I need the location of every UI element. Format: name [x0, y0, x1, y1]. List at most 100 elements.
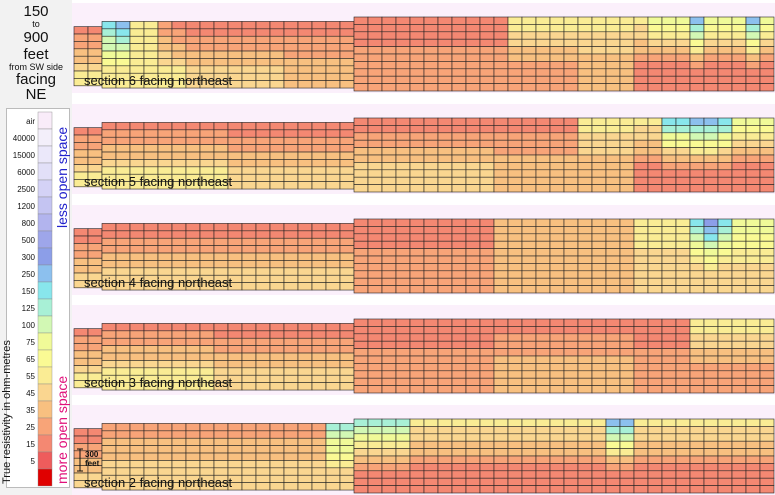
- section-cell: [675, 132, 691, 141]
- section-cell: [381, 176, 397, 185]
- section-cell: [591, 68, 607, 77]
- section-cell: [633, 470, 649, 479]
- section-cell: [689, 363, 705, 372]
- section-cell: [717, 31, 733, 40]
- section-cell: [591, 83, 607, 92]
- section-cell: [143, 43, 159, 52]
- section-cell: [521, 61, 537, 70]
- section-cell: [227, 129, 243, 138]
- section-cell: [703, 455, 719, 464]
- section-cell: [745, 61, 761, 70]
- section-cell: [465, 248, 481, 257]
- section-cell: [633, 377, 649, 386]
- section-cell: [143, 352, 159, 361]
- section-cell: [605, 426, 621, 435]
- section-cell: [675, 426, 691, 435]
- section-cell: [171, 230, 187, 239]
- section-cell: [185, 43, 201, 52]
- section-cell: [563, 455, 579, 464]
- section-cell: [241, 181, 257, 190]
- section-cell: [605, 377, 621, 386]
- section-cell: [563, 426, 579, 435]
- section-cell: [661, 147, 677, 156]
- section-cell: [171, 323, 187, 332]
- section-cell: [171, 237, 187, 246]
- section-cell: [311, 337, 327, 346]
- section-cell: [577, 377, 593, 386]
- section-cell: [633, 263, 649, 272]
- section-cell: [255, 237, 271, 246]
- section-cell: [241, 136, 257, 145]
- section-cell: [437, 176, 453, 185]
- section-cell: [479, 348, 495, 357]
- section-cell: [759, 154, 775, 163]
- section-cell: [521, 24, 537, 33]
- section-cell: [255, 423, 271, 432]
- section-cell: [129, 159, 145, 168]
- section-cell: [563, 233, 579, 242]
- section-cell: [255, 173, 271, 182]
- section-cell: [479, 340, 495, 349]
- section-cell: [451, 75, 467, 84]
- section-cell: [549, 363, 565, 372]
- section-cell: [549, 448, 565, 457]
- section-cell: [689, 326, 705, 335]
- section-cell: [409, 418, 425, 427]
- section-cell: [437, 440, 453, 449]
- section-cell: [689, 83, 705, 92]
- section-cell: [563, 226, 579, 235]
- section-cell: [633, 370, 649, 379]
- section-cell: [311, 237, 327, 246]
- section-cell: [241, 467, 257, 476]
- section-cell: [367, 226, 383, 235]
- section-cell: [423, 370, 439, 379]
- section-cell: [409, 162, 425, 171]
- section-cell: [633, 16, 649, 25]
- section-cell: [381, 326, 397, 335]
- section-cell: [563, 340, 579, 349]
- section-cell: [213, 43, 229, 52]
- section-cell: [647, 125, 663, 134]
- section-cell: [395, 255, 411, 264]
- section-cell: [563, 440, 579, 449]
- section-cell: [759, 377, 775, 386]
- section-cell: [157, 260, 173, 269]
- section-cell: [479, 169, 495, 178]
- section-cell: [717, 285, 733, 294]
- section-cell: [745, 226, 761, 235]
- section-cell: [199, 323, 215, 332]
- section-cell: [577, 418, 593, 427]
- section-cell: [129, 35, 145, 44]
- section-cell: [423, 348, 439, 357]
- section-cell: [227, 423, 243, 432]
- section-cell: [647, 176, 663, 185]
- section-cell: [325, 430, 341, 439]
- section-cell: [353, 61, 369, 70]
- legend-swatch: [37, 417, 53, 436]
- section-cell: [129, 430, 145, 439]
- section-cell: [297, 237, 313, 246]
- section-cell: [549, 433, 565, 442]
- section-cell: [759, 355, 775, 364]
- section-cell: [241, 460, 257, 469]
- section-cell: [745, 318, 761, 327]
- section-cell: [703, 263, 719, 272]
- section-cell: [395, 270, 411, 279]
- section-cell: [381, 455, 397, 464]
- section-cell: [605, 463, 621, 472]
- section-cell: [185, 337, 201, 346]
- section-cell: [493, 485, 509, 494]
- section-cell: [591, 38, 607, 47]
- section-cell: [381, 46, 397, 55]
- section-cell: [619, 154, 635, 163]
- section-cell: [451, 147, 467, 156]
- section-cell: [381, 377, 397, 386]
- section-cell: [479, 154, 495, 163]
- section-cell: [297, 43, 313, 52]
- section-cell: [745, 285, 761, 294]
- section-cell: [745, 169, 761, 178]
- section-cell: [213, 360, 229, 369]
- section-cell: [465, 184, 481, 193]
- section-cell: [479, 139, 495, 148]
- section-cell: [297, 21, 313, 30]
